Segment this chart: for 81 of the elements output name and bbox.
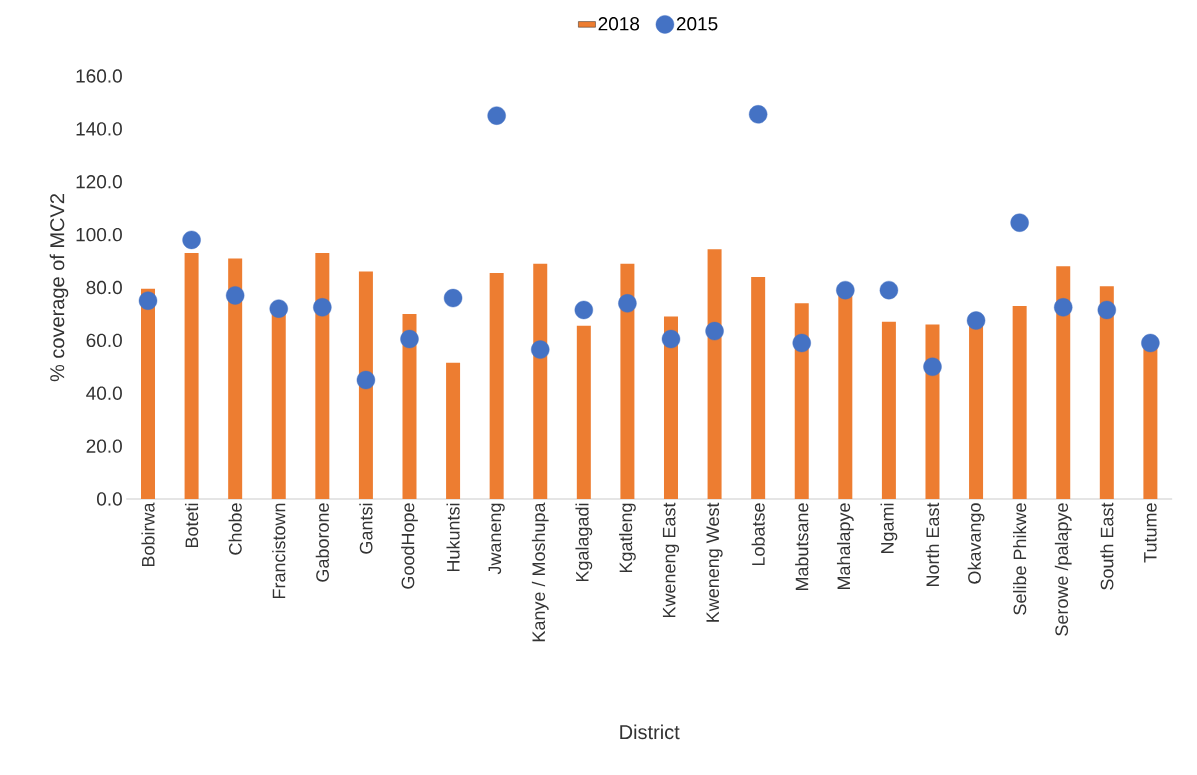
y-tick-label: 60.0 — [86, 333, 122, 348]
y-tick-label: 20.0 — [86, 439, 122, 453]
point — [487, 106, 506, 125]
y-tick-label: 0.0 — [97, 492, 122, 506]
legend-label: 2015 — [676, 17, 718, 31]
bar — [489, 272, 504, 499]
x-tick-label: Kweneng East — [662, 502, 680, 618]
x-tick-label: South East — [1100, 502, 1114, 590]
point — [618, 294, 637, 313]
bar — [533, 263, 548, 499]
point — [1097, 300, 1117, 320]
point — [313, 298, 332, 317]
x-tick-label: Kweneng West — [706, 502, 723, 622]
point — [1141, 333, 1160, 353]
bar — [141, 288, 156, 499]
x-tick-label: Mabutsane — [795, 503, 809, 591]
x-tick-label: Kgalagadi — [575, 503, 593, 582]
x-tick-label: Chobe — [228, 503, 242, 555]
point — [705, 321, 724, 341]
point — [661, 329, 681, 349]
x-tick-label: Hukuntsi — [446, 503, 460, 572]
x-tick-label: Lobatse — [751, 503, 765, 566]
y-tick-label: 120.0 — [76, 175, 122, 189]
legend-label: 2018 — [598, 17, 640, 31]
point — [443, 288, 463, 308]
x-tick-label: Bobirwa — [141, 502, 155, 567]
y-tick-label: 40.0 — [86, 386, 122, 400]
bar — [751, 276, 766, 499]
point — [836, 280, 855, 300]
point — [138, 291, 158, 310]
x-tick-label: Ngami — [880, 503, 898, 554]
bar — [315, 253, 330, 499]
x-tick-label: Gaborone — [315, 503, 329, 582]
point — [792, 333, 811, 353]
y-tick-label: 140.0 — [76, 122, 122, 136]
bar — [228, 258, 243, 499]
bar — [663, 316, 678, 499]
bar — [446, 362, 461, 499]
x-tick-label: Serowe /palapye — [1054, 503, 1072, 636]
bar — [1056, 266, 1071, 499]
bar — [881, 321, 896, 499]
x-tick-label: Kanye / Moshupa — [531, 502, 549, 642]
bar — [402, 313, 417, 499]
x-axis-title: District — [620, 724, 680, 740]
x-tick-label: Selibe Phikwe — [1013, 503, 1027, 615]
x-tick-label: Okavango — [967, 503, 985, 584]
bar — [358, 271, 373, 499]
bar — [1012, 305, 1027, 499]
point — [531, 340, 550, 359]
point — [182, 230, 201, 250]
x-tick-label: Kgatleng — [619, 503, 636, 573]
x-tick-label: North East — [925, 502, 940, 587]
bar — [184, 253, 199, 499]
point — [356, 370, 376, 390]
x-tick-label: Boteti — [184, 503, 199, 548]
point — [269, 299, 288, 318]
x-tick-label: Francistown — [272, 503, 286, 599]
x-tick-label: Mahalapye — [836, 503, 854, 590]
point — [225, 286, 245, 305]
bar — [620, 263, 635, 499]
bar — [1099, 286, 1114, 499]
point — [879, 280, 899, 300]
point — [574, 300, 594, 320]
point — [748, 105, 768, 124]
y-axis-title: % coverage of MCV2 — [49, 194, 69, 382]
y-tick-label: 160.0 — [76, 69, 122, 83]
bar — [576, 325, 591, 499]
x-tick-label: Jwaneng — [488, 503, 505, 575]
point — [1054, 298, 1073, 317]
x-tick-label: GoodHope — [401, 503, 418, 589]
x-tick-label: Gantsi — [359, 503, 373, 554]
point — [1010, 213, 1029, 232]
bar — [925, 324, 940, 499]
y-tick-label: 80.0 — [86, 280, 122, 295]
y-tick-label: 100.0 — [76, 227, 122, 242]
point — [966, 311, 986, 330]
point — [923, 357, 942, 376]
point — [400, 329, 419, 349]
bar — [794, 303, 809, 499]
bar — [707, 249, 722, 499]
x-tick-label: Tutume — [1144, 503, 1157, 563]
